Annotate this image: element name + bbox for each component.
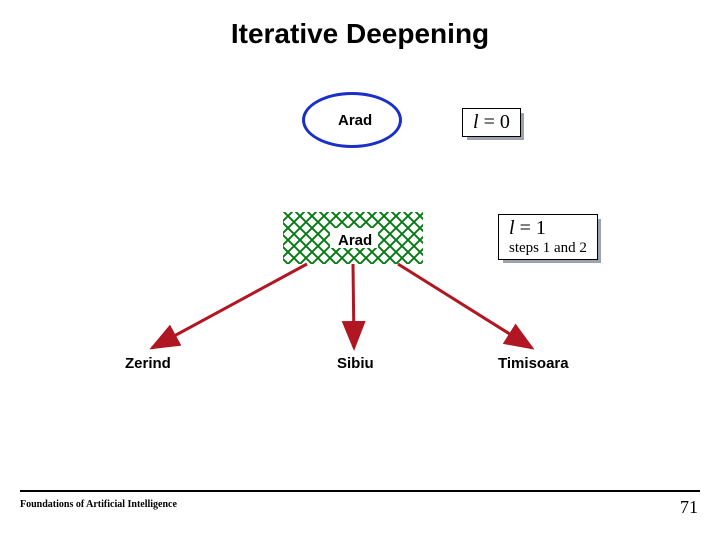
depth-eq-l1: = 1 (515, 217, 546, 239)
node-zerind: Zerind (125, 355, 171, 372)
node-arad1: Arad (338, 232, 372, 249)
edge-arad-zerind (152, 264, 307, 348)
page-number: 71 (680, 497, 698, 518)
edge-arad-timisoara (398, 264, 532, 348)
diagram-svg (0, 0, 720, 540)
edge-arad-sibiu (353, 264, 354, 348)
depth-steps-l1: steps 1 and 2 (509, 240, 587, 257)
depth-eq-l0: = 0 (479, 111, 510, 133)
depth-box-l1: l = 1 steps 1 and 2 (498, 214, 598, 260)
node-arad0: Arad (338, 112, 372, 129)
node-sibiu: Sibiu (337, 355, 374, 372)
node-timisoara: Timisoara (498, 355, 569, 372)
footer-source: Foundations of Artificial Intelligence (20, 499, 177, 510)
footer-divider (20, 490, 700, 492)
depth-box-l0: l = 0 (462, 108, 521, 137)
